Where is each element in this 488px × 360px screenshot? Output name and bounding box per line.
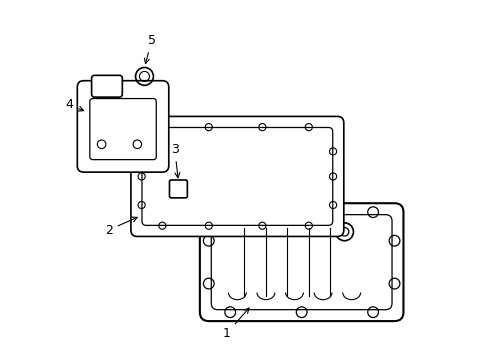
FancyBboxPatch shape xyxy=(142,127,332,225)
FancyBboxPatch shape xyxy=(211,215,391,310)
Text: 5: 5 xyxy=(144,34,155,64)
Text: 2: 2 xyxy=(104,217,137,237)
FancyBboxPatch shape xyxy=(77,81,168,172)
FancyBboxPatch shape xyxy=(169,180,187,198)
Text: 4: 4 xyxy=(65,99,83,112)
FancyBboxPatch shape xyxy=(90,99,156,159)
FancyBboxPatch shape xyxy=(91,75,122,97)
FancyBboxPatch shape xyxy=(131,116,343,237)
Text: 1: 1 xyxy=(222,308,248,340)
FancyBboxPatch shape xyxy=(200,203,403,321)
Text: 3: 3 xyxy=(170,143,180,178)
